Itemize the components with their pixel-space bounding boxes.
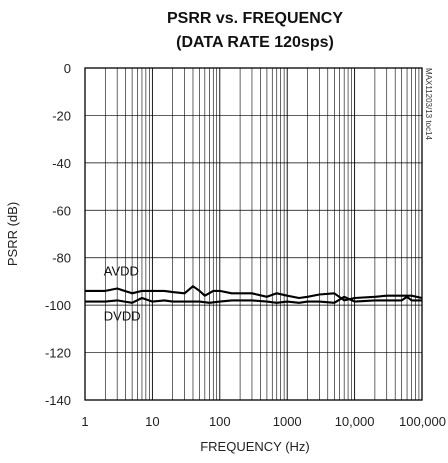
series-layer [85,285,423,304]
y-tick-label: -80 [52,251,71,266]
annotation-avdd: AVDD [104,264,139,279]
x-tick-label: 10 [145,414,159,429]
chart-title-line-1: PSRR vs. FREQUENCY [167,10,343,27]
x-axis-label: FREQUENCY (Hz) [200,439,310,454]
grid [85,68,422,400]
y-tick-label: -60 [52,203,71,218]
figure-id: MAX11203/13 toc14 [424,68,433,140]
x-tick-label: 1 [81,414,88,429]
x-tick-label: 100,000 [399,414,446,429]
y-tick-label: -120 [45,346,71,361]
y-tick-labels: 0 -20 -40 -60 -80 -100 -120 -140 [45,61,71,408]
annotations: AVDD DVDD [104,264,141,324]
x-tick-label: 1000 [273,414,302,429]
plot-frame [84,67,423,401]
y-tick-label: -100 [45,298,71,313]
annotation-dvdd: DVDD [104,309,141,324]
chart-title-line-2: (DATA RATE 120sps) [176,34,334,51]
x-tick-labels: 1 10 100 1000 10,000 100,000 [81,414,446,429]
series-line-avdd [85,285,423,302]
x-tick-label: 10,000 [335,414,375,429]
y-axis-label: PSRR (dB) [5,202,20,266]
y-tick-label: -20 [52,108,71,123]
y-tick-label: -140 [45,393,71,408]
x-tick-label: 100 [209,414,231,429]
series-line-dvdd [85,295,422,304]
y-tick-label: -40 [52,156,71,171]
y-tick-label: 0 [64,61,71,76]
